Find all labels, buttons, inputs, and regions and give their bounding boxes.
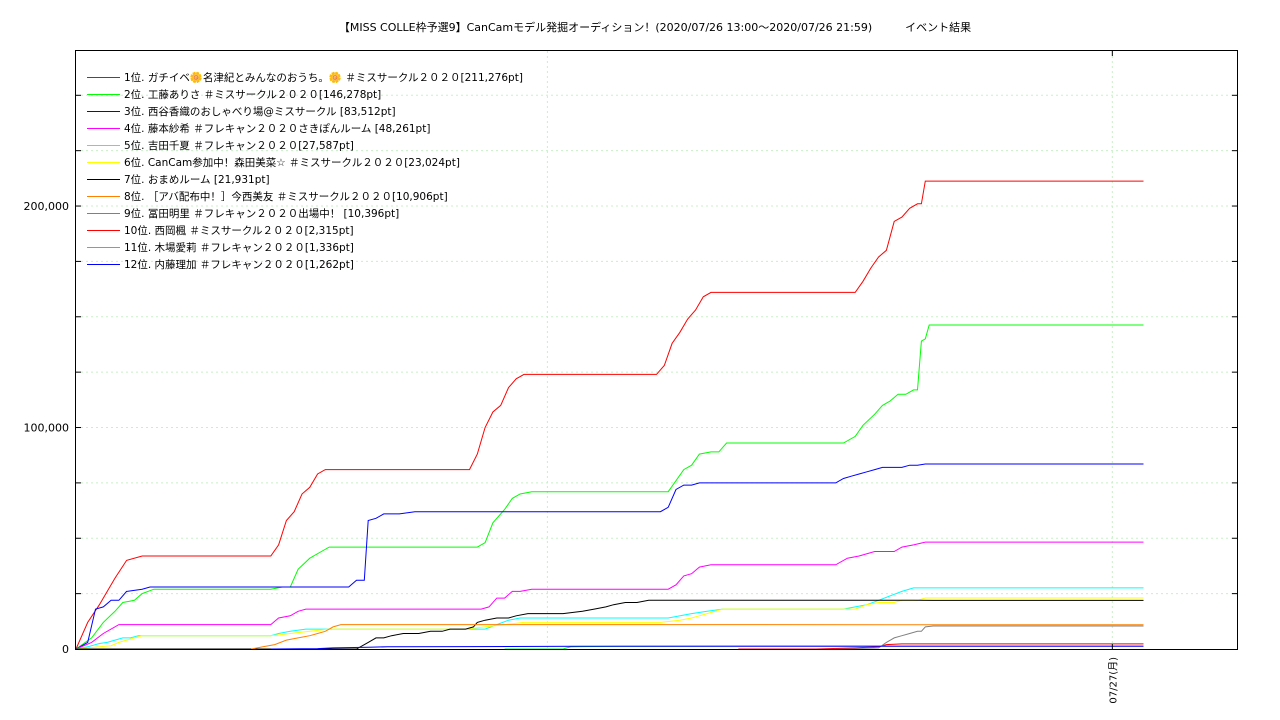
legend-swatch [87,77,120,78]
legend-swatch [87,128,120,129]
legend-label: 12位. 内藤理加 ＃フレキャン２０２０[1,262pt] [124,259,354,271]
legend-label: 10位. 西岡楓 ＃ミスサークル２０２０[2,315pt] [124,225,354,237]
series-line-7 [76,599,1144,650]
series-line-6 [75,597,1144,650]
grid-lines [76,51,1237,649]
series-line-2 [75,324,1144,650]
axis-ticks: 0 100,000 200,000 07/27(月) [24,51,1237,704]
legend-swatch [87,179,120,180]
series-line-5 [75,587,1144,650]
y-tick-label: 200,000 [24,200,70,213]
legend-label: 6位. CanCam参加中！森田美菜☆ ＃ミスサークル２０２０[23,024pt… [124,157,460,169]
legend-swatch [87,230,120,231]
legend-swatch [87,162,120,163]
chart-title: 【MISS COLLE枠予選9】CanCamモデル発掘オーディション！(2020… [338,21,972,34]
legend-label: 3位. 西谷香織のおしゃべり場@ミスサークル [83,512pt] [124,106,396,118]
legend-swatch [87,94,120,95]
y-tick-label: 0 [62,643,69,656]
legend-swatch [87,145,120,146]
legend-label: 11位. 木場愛莉 ＃フレキャン２０２０[1,336pt] [124,242,354,254]
legend-swatch [87,264,120,265]
legend-swatch [87,196,120,197]
plot-frame [75,50,1238,650]
legend-swatch [87,111,120,112]
legend-label: 5位. 吉田千夏 ＃フレキャン２０２０[27,587pt] [124,140,354,152]
legend-label: 2位. 工藤ありさ ＃ミスサークル２０２０[146,278pt] [124,89,382,101]
series-line-12 [270,645,1144,650]
series-line-4 [75,541,1144,650]
series-line-9 [835,625,1144,650]
series-line-3 [75,463,1144,650]
legend-label: 1位. ガチイベ🌼名津紀とみんなのおうち。🌼 ＃ミスサークル２０２０[211,2… [124,72,523,84]
x-tick-label: 07/27(月) [1107,657,1119,704]
series-line-1 [75,180,1144,650]
series-line-8 [251,624,1144,650]
legend-label: 9位. 冨田明里 ＃フレキャン２０２０出場中！ [10,396pt] [124,208,400,220]
legend-label: 8位. ［アバ配布中！］今西美友 ＃ミスサークル２０２０[10,906pt] [124,191,448,203]
legend-swatch [87,213,120,214]
legend-label: 4位. 藤本紗希 ＃フレキャン２０２０さきぽんルーム [48,261pt] [124,123,431,135]
legend-swatch [87,247,120,248]
legend-label: 7位. おまめルーム [21,931pt] [124,174,270,186]
y-tick-label: 100,000 [24,422,70,435]
